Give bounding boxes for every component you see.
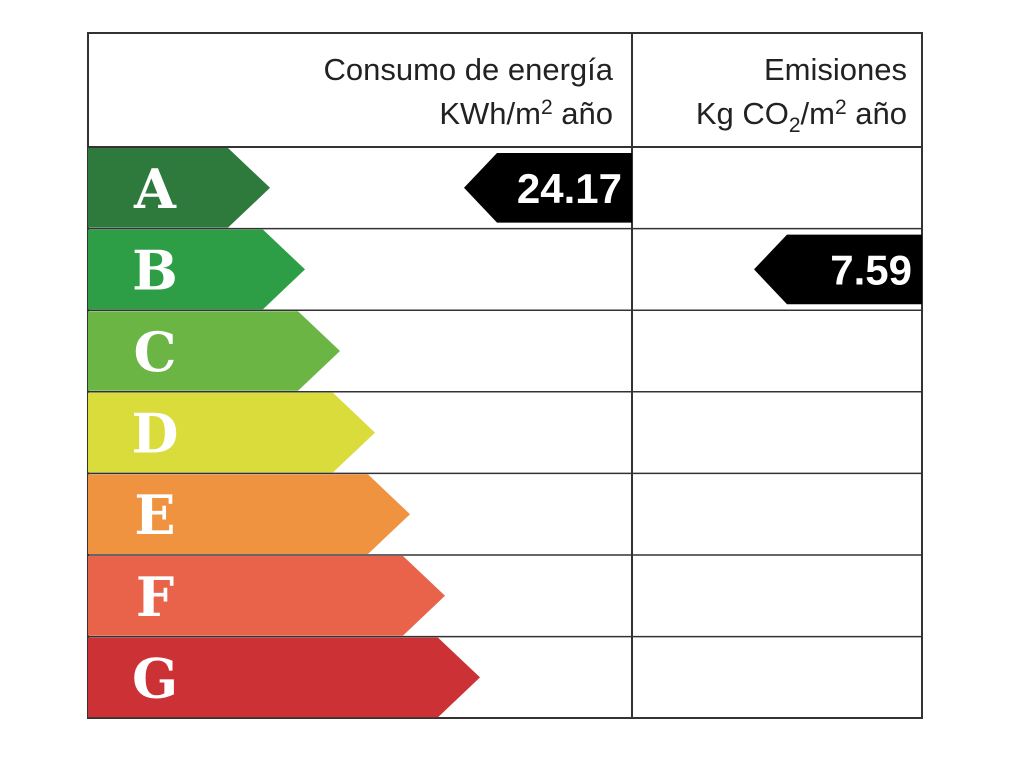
emissions-value: 7.59 xyxy=(830,246,912,293)
consumption-value: 24.17 xyxy=(517,165,622,212)
rating-arrow xyxy=(88,148,270,228)
unit-part: año xyxy=(847,96,907,131)
rating-letter: C xyxy=(134,320,177,384)
consumption-title: Consumo de energía xyxy=(323,52,613,87)
rating-arrow xyxy=(88,392,375,473)
rating-letter: B xyxy=(132,238,178,302)
unit-part: Kg CO xyxy=(696,96,789,131)
rating-arrow xyxy=(88,637,480,718)
rating-letter: E xyxy=(134,483,175,547)
unit-part: año xyxy=(553,96,613,131)
unit-sup: 2 xyxy=(835,96,847,119)
unit-sup: 2 xyxy=(541,96,553,119)
rating-arrow xyxy=(88,556,445,636)
rating-arrow xyxy=(88,229,305,310)
consumption-unit: KWh/m2 año xyxy=(439,96,613,131)
emissions-indicator xyxy=(754,234,922,305)
emissions-unit: Kg CO2/m2 año xyxy=(696,96,907,137)
rating-letter: D xyxy=(132,402,179,466)
rating-letter: G xyxy=(132,646,178,710)
rating-arrow xyxy=(88,474,410,554)
emissions-title: Emisiones xyxy=(764,52,907,87)
rating-letter: F xyxy=(136,565,174,629)
unit-part: KWh/m xyxy=(439,96,541,131)
rating-letter: A xyxy=(133,157,177,221)
unit-part: /m xyxy=(801,96,835,131)
unit-sub: 2 xyxy=(789,114,801,137)
consumption-indicator xyxy=(464,153,632,223)
rating-arrow xyxy=(88,311,340,391)
